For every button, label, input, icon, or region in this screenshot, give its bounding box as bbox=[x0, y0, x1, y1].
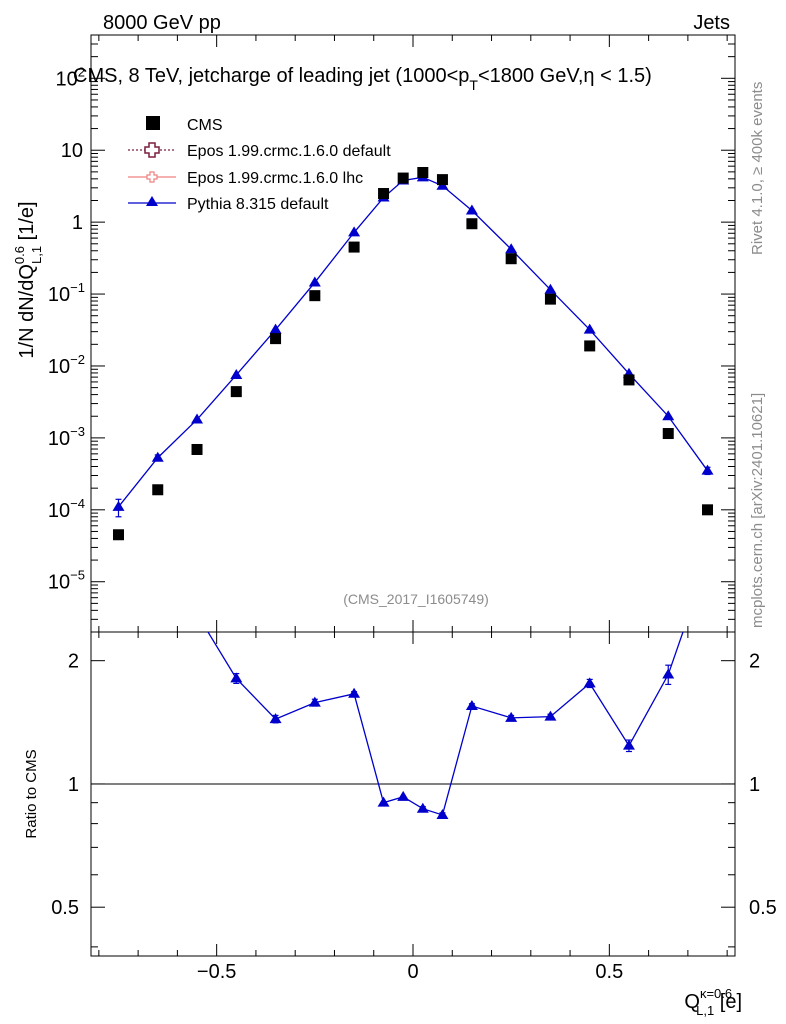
pythia-point bbox=[191, 413, 204, 424]
ratio-point bbox=[583, 677, 596, 688]
x-label-sub: L,1 bbox=[696, 1003, 714, 1018]
y-label-main: 1/N dN/dQ bbox=[16, 264, 38, 358]
header-right: Jets bbox=[693, 12, 730, 34]
plot-title-main: CMS, 8 TeV, jetcharge of leading jet (10… bbox=[73, 65, 469, 87]
ratio-point bbox=[465, 700, 478, 711]
cms-point bbox=[270, 333, 282, 345]
plot-title: CMS, 8 TeV, jetcharge of leading jet (10… bbox=[73, 65, 652, 93]
pythia-line bbox=[117, 176, 709, 508]
y-label-unit: [1/e] bbox=[16, 201, 38, 245]
plot-title-sub: T bbox=[469, 77, 478, 93]
y-axis-label: 1/N dN/dQ0.6 L,1 [1/e] bbox=[12, 201, 44, 358]
pythia-point bbox=[662, 410, 675, 421]
pythia-point bbox=[348, 226, 361, 237]
legend-epos-default-label: Epos 1.99.crmc.1.6.0 default bbox=[187, 143, 391, 160]
pythia-point bbox=[112, 500, 125, 511]
ratio-point bbox=[397, 790, 410, 801]
cms-point bbox=[112, 529, 124, 541]
ratio-y-axis-label: Ratio to CMS bbox=[23, 749, 40, 838]
x-tick-label: −0.5 bbox=[197, 961, 236, 983]
y-tick-label: 10−3 bbox=[48, 424, 85, 450]
ratio-y-tick-label-right: 1 bbox=[749, 774, 760, 796]
ratio-point bbox=[505, 711, 518, 722]
cms-point bbox=[623, 374, 635, 386]
cms-point bbox=[348, 241, 360, 253]
cms-point bbox=[544, 293, 556, 305]
pythia-point bbox=[505, 243, 518, 254]
y-label-sub: L,1 bbox=[29, 246, 44, 264]
y-tick-label: 102 bbox=[56, 64, 85, 90]
cms-point bbox=[397, 172, 409, 184]
ratio-y-tick-label: 2 bbox=[68, 651, 79, 673]
legend-cms-marker bbox=[146, 116, 160, 130]
ratio-point bbox=[436, 808, 449, 819]
pythia-point bbox=[701, 464, 714, 475]
pythia-point bbox=[308, 276, 321, 287]
ratio-line bbox=[207, 632, 684, 816]
legend: CMS Epos 1.99.crmc.1.6.0 default Epos 1.… bbox=[128, 116, 391, 213]
ratio-point bbox=[544, 710, 557, 721]
legend-pythia-marker bbox=[146, 196, 158, 206]
pythia-point bbox=[544, 283, 557, 294]
ratio-point bbox=[348, 687, 361, 698]
x-label-sup: κ=0.6 bbox=[700, 986, 732, 1001]
cms-point bbox=[417, 166, 429, 178]
cms-point bbox=[702, 504, 714, 516]
cms-point bbox=[584, 340, 596, 352]
rivet-version-label: Rivet 4.1.0, ≥ 400k events bbox=[749, 82, 766, 255]
plot-title-tail: <1800 GeV,η < 1.5) bbox=[478, 65, 652, 87]
legend-pythia-label: Pythia 8.315 default bbox=[187, 196, 329, 213]
legend-epos-lhc-label: Epos 1.99.crmc.1.6.0 lhc bbox=[187, 170, 363, 187]
ratio-y-tick-label: 0.5 bbox=[51, 897, 79, 919]
legend-cms-label: CMS bbox=[187, 117, 223, 134]
cms-point bbox=[466, 218, 478, 230]
header-left: 8000 GeV pp bbox=[103, 12, 221, 34]
y-tick-label: 1 bbox=[72, 212, 83, 234]
ratio-point bbox=[662, 668, 675, 679]
x-label-unit: [e] bbox=[714, 991, 742, 1013]
pythia-point bbox=[230, 368, 243, 379]
y-label-sup: 0.6 bbox=[12, 246, 27, 264]
pythia-point bbox=[465, 204, 478, 215]
ratio-point bbox=[230, 672, 243, 683]
cms-point bbox=[378, 188, 390, 200]
ratio-point bbox=[622, 739, 635, 750]
series-layer bbox=[112, 166, 714, 819]
y-tick-label: 10−1 bbox=[48, 280, 85, 306]
cms-point bbox=[152, 484, 164, 496]
x-label-main: Q bbox=[684, 991, 700, 1013]
ratio-y-tick-label: 1 bbox=[68, 774, 79, 796]
ratio-series bbox=[207, 632, 684, 819]
cms-point bbox=[505, 253, 517, 265]
x-tick-label: 0 bbox=[407, 961, 418, 983]
y-tick-label: 10−2 bbox=[48, 352, 85, 378]
ratio-point bbox=[269, 713, 282, 724]
pythia-point bbox=[583, 323, 596, 334]
y-tick-label: 10 bbox=[61, 140, 83, 162]
legend-epos-lhc-marker bbox=[146, 171, 158, 183]
cms-point bbox=[191, 443, 203, 455]
legend-epos-default-marker bbox=[144, 142, 160, 158]
x-tick-label: 0.5 bbox=[595, 961, 623, 983]
cms-point bbox=[436, 174, 448, 186]
pythia-point bbox=[151, 451, 164, 462]
pythia-point bbox=[269, 323, 282, 334]
ratio-y-tick-label-right: 2 bbox=[749, 651, 760, 673]
ratio-point bbox=[308, 696, 321, 707]
analysis-id-label: (CMS_2017_I1605749) bbox=[343, 591, 489, 607]
ratio-y-tick-label-right: 0.5 bbox=[749, 897, 777, 919]
y-tick-label: 10−4 bbox=[48, 496, 85, 522]
cms-point bbox=[230, 386, 242, 398]
cms-point bbox=[309, 290, 321, 302]
axes-layer: −0.5 0 0.5 10−5 10−4 10−3 10−2 10−1 1 10 102 0.5 0.5… bbox=[48, 34, 777, 983]
y-tick-label: 10−5 bbox=[48, 568, 85, 594]
x-axis-label: Qκ=0.6 L,1 [e] bbox=[684, 986, 742, 1018]
ratio-point bbox=[377, 796, 390, 807]
cms-point bbox=[662, 428, 674, 440]
ratio-plot-frame bbox=[90, 631, 736, 957]
mcplots-label: mcplots.cern.ch [arXiv:2401.10621] bbox=[749, 393, 766, 628]
ratio-point bbox=[416, 802, 429, 813]
